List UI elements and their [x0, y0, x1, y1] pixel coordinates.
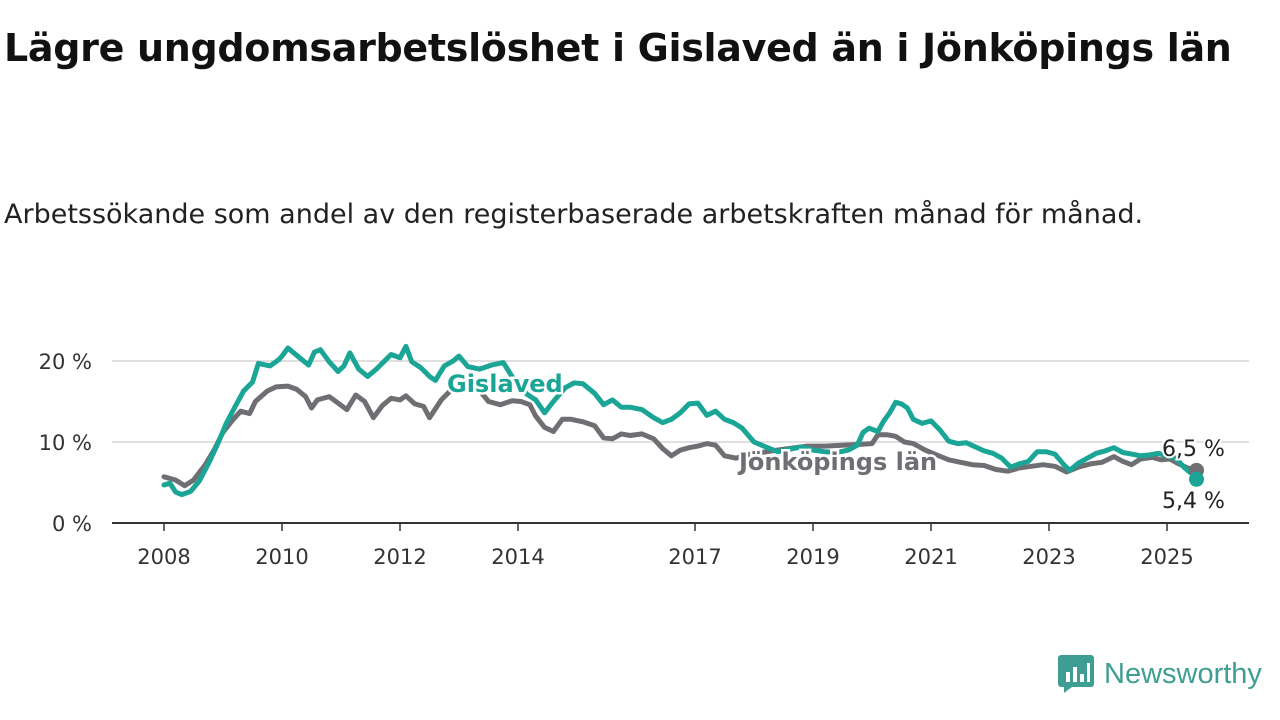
series-label-jonkopings-lan: Jönköpings län	[737, 448, 937, 476]
series-end-labels: 6,5 % 5,4 %	[1160, 435, 1227, 516]
gridlines	[112, 360, 1249, 443]
end-label-jonkopings-lan: 6,5 %	[1162, 437, 1225, 462]
x-tick-label: 2019	[786, 545, 839, 569]
x-tick-label: 2012	[373, 545, 426, 569]
y-tick-label: 0 %	[52, 512, 92, 536]
x-tick-label: 2023	[1022, 545, 1075, 569]
y-tick-label: 10 %	[39, 431, 92, 455]
series-lines	[161, 343, 1199, 498]
end-label-gislaved: 5,4 %	[1162, 489, 1225, 514]
y-tick-label: 20 %	[39, 350, 92, 374]
x-tick-label: 2021	[904, 545, 957, 569]
brand-name: Newsworthy	[1104, 657, 1262, 690]
chart-title: Lägre ungdomsarbetslöshet i Gislaved än …	[4, 26, 1232, 70]
series-inline-labels: Jönköpings län Gislaved	[445, 368, 940, 479]
x-axis-ticks: 2008 2010 2012 2014 2017 2019 2021 2023 2025	[137, 523, 1194, 569]
series-label-gislaved: Gislaved	[447, 370, 563, 398]
x-tick-label: 2017	[668, 545, 721, 569]
series-line-gislaved	[161, 343, 1199, 498]
newsworthy-logo-icon	[1058, 655, 1094, 693]
x-tick-label: 2025	[1140, 545, 1193, 569]
x-tick-label: 2008	[137, 545, 190, 569]
chart-subtitle: Arbetssökande som andel av den registerb…	[4, 199, 1144, 230]
end-point-gislaved	[1189, 471, 1204, 487]
newsworthy-brand: Newsworthy	[1058, 654, 1262, 694]
series-line-jonkopings-lan	[161, 383, 1199, 489]
x-tick-label: 2010	[255, 545, 308, 569]
y-axis-ticks: 0 % 10 % 20 %	[39, 350, 92, 536]
x-tick-label: 2014	[491, 545, 544, 569]
series-end-markers	[1189, 462, 1204, 487]
